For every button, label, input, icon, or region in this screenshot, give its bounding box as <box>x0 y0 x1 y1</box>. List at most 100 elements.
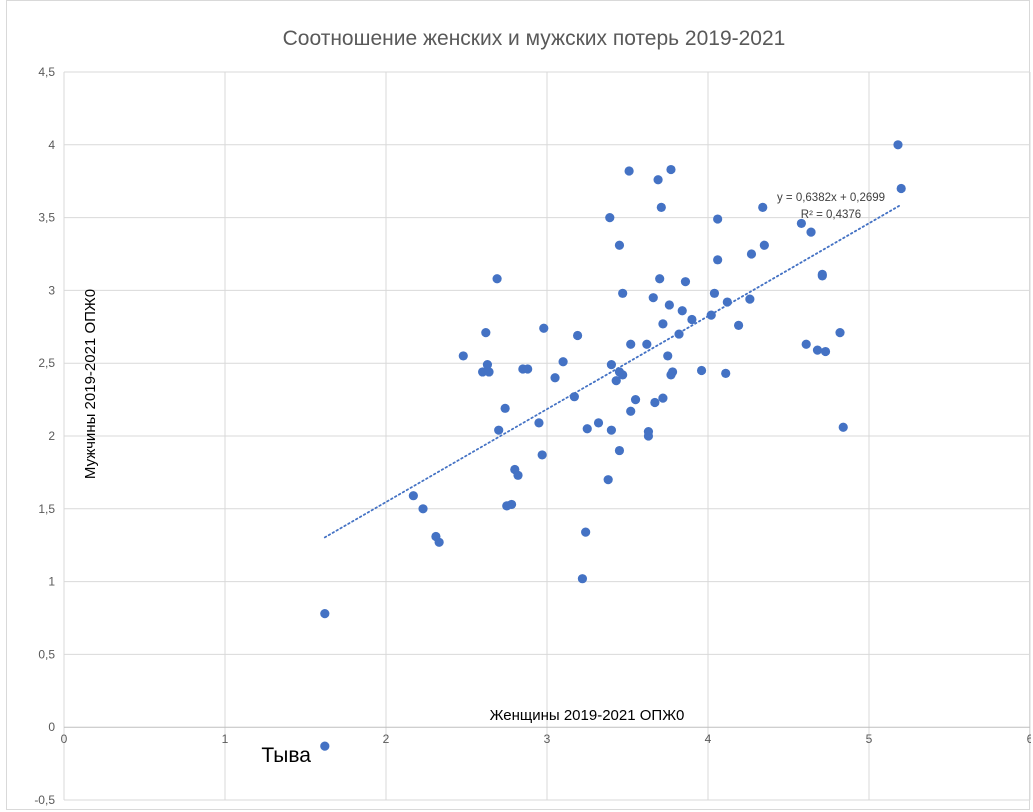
y-tick-label: 0 <box>48 720 55 734</box>
data-point <box>624 166 634 176</box>
y-tick-label: 1,5 <box>38 502 55 516</box>
x-axis-title: Женщины 2019-2021 ОПЖ0 <box>490 707 685 724</box>
data-point <box>667 367 678 377</box>
data-point <box>626 406 636 416</box>
data-point <box>722 297 732 307</box>
data-point <box>706 310 716 320</box>
data-point <box>408 491 418 501</box>
data-point <box>696 365 707 376</box>
x-tick-label: 1 <box>222 732 229 746</box>
data-point <box>506 499 517 510</box>
data-point <box>658 319 668 329</box>
data-point <box>494 425 504 435</box>
y-tick-label: 0,5 <box>38 647 55 661</box>
data-point <box>611 376 621 386</box>
data-point <box>658 393 668 403</box>
x-tick-label: 2 <box>383 732 390 746</box>
annotation-tyva: Тыва <box>261 744 311 767</box>
data-point <box>581 527 591 537</box>
data-point <box>513 470 523 480</box>
data-point <box>746 249 757 259</box>
y-tick-label: 3,5 <box>38 211 55 225</box>
x-tick-label: 6 <box>1027 732 1031 746</box>
axes: 0 1 2 3 4 5 6 -0,5 0 0,5 1 1,5 2 2,5 3 3,5 4 4,5 <box>34 65 1031 807</box>
data-point <box>534 418 544 428</box>
data-point <box>618 288 628 298</box>
data-point <box>733 320 744 330</box>
data-point <box>709 288 720 298</box>
chart-title: Соотношение женских и мужских потерь 201… <box>283 27 786 50</box>
data-point <box>893 140 903 150</box>
y-tick-label: 1 <box>48 575 55 589</box>
data-point <box>759 240 769 250</box>
data-point <box>593 418 604 428</box>
data-point <box>572 330 583 341</box>
data-point <box>320 741 330 751</box>
data-point <box>713 214 723 224</box>
x-tick-label: 3 <box>544 732 551 746</box>
data-point <box>817 269 827 279</box>
data-point <box>537 450 547 460</box>
trendline-equation: y = 0,6382x + 0,2699 <box>777 192 885 204</box>
gridlines <box>63 71 1031 801</box>
y-tick-label: 4,5 <box>38 65 55 79</box>
data-point <box>656 202 666 213</box>
data-point <box>650 397 660 408</box>
data-point <box>434 537 444 547</box>
data-point <box>482 360 493 370</box>
data-point <box>801 339 811 349</box>
data-point <box>642 339 652 349</box>
data-point <box>582 424 592 434</box>
data-point <box>492 274 502 284</box>
data-point <box>605 213 615 223</box>
y-axis-title: Мужчины 2019-2021 ОПЖ0 <box>82 289 99 479</box>
y-tick-label: -0,5 <box>34 793 55 807</box>
data-point <box>484 367 494 377</box>
data-point <box>745 294 755 304</box>
y-tick-label: 3 <box>48 283 55 297</box>
data-point <box>458 351 468 361</box>
data-point <box>418 504 428 514</box>
data-point <box>558 357 568 367</box>
data-point <box>643 431 654 441</box>
data-point <box>550 373 560 383</box>
x-tick-label: 5 <box>866 732 873 746</box>
data-point <box>721 368 731 378</box>
data-point <box>663 351 673 361</box>
data-point <box>653 175 663 185</box>
data-point <box>606 360 617 370</box>
y-tick-label: 4 <box>48 138 55 152</box>
data-point <box>835 328 845 338</box>
data-point <box>655 274 665 284</box>
data-point <box>820 346 831 357</box>
x-tick-label: 4 <box>705 732 712 746</box>
data-point <box>626 339 636 349</box>
scatter-chart: 0 1 2 3 4 5 6 -0,5 0 0,5 1 1,5 2 2,5 3 3,5 4 4,5 Соотноше… <box>34 27 1031 807</box>
data-point <box>577 574 588 584</box>
data-points <box>320 140 906 751</box>
data-point <box>648 293 658 303</box>
trendline <box>323 203 903 539</box>
data-point <box>812 345 823 355</box>
data-point <box>666 164 676 175</box>
data-point <box>796 218 806 229</box>
trendline-group <box>323 203 903 539</box>
data-point <box>606 425 617 435</box>
x-tick-label: 0 <box>61 732 68 746</box>
data-point <box>618 370 628 380</box>
data-point <box>614 240 625 250</box>
y-tick-label: 2 <box>48 429 55 443</box>
y-tick-label: 2,5 <box>38 356 55 370</box>
data-point <box>674 329 684 339</box>
data-point <box>500 403 510 413</box>
labels: Соотношение женских и мужских потерь 201… <box>82 27 885 767</box>
chart-area: 0 1 2 3 4 5 6 -0,5 0 0,5 1 1,5 2 2,5 3 3,5 4 4,5 Соотноше… <box>6 0 1031 810</box>
data-point <box>523 364 533 374</box>
data-point <box>896 183 906 194</box>
data-point <box>478 367 488 377</box>
data-point <box>687 314 697 325</box>
data-point <box>806 227 816 237</box>
data-point <box>677 306 687 316</box>
data-point <box>320 609 330 619</box>
data-point <box>664 300 674 310</box>
